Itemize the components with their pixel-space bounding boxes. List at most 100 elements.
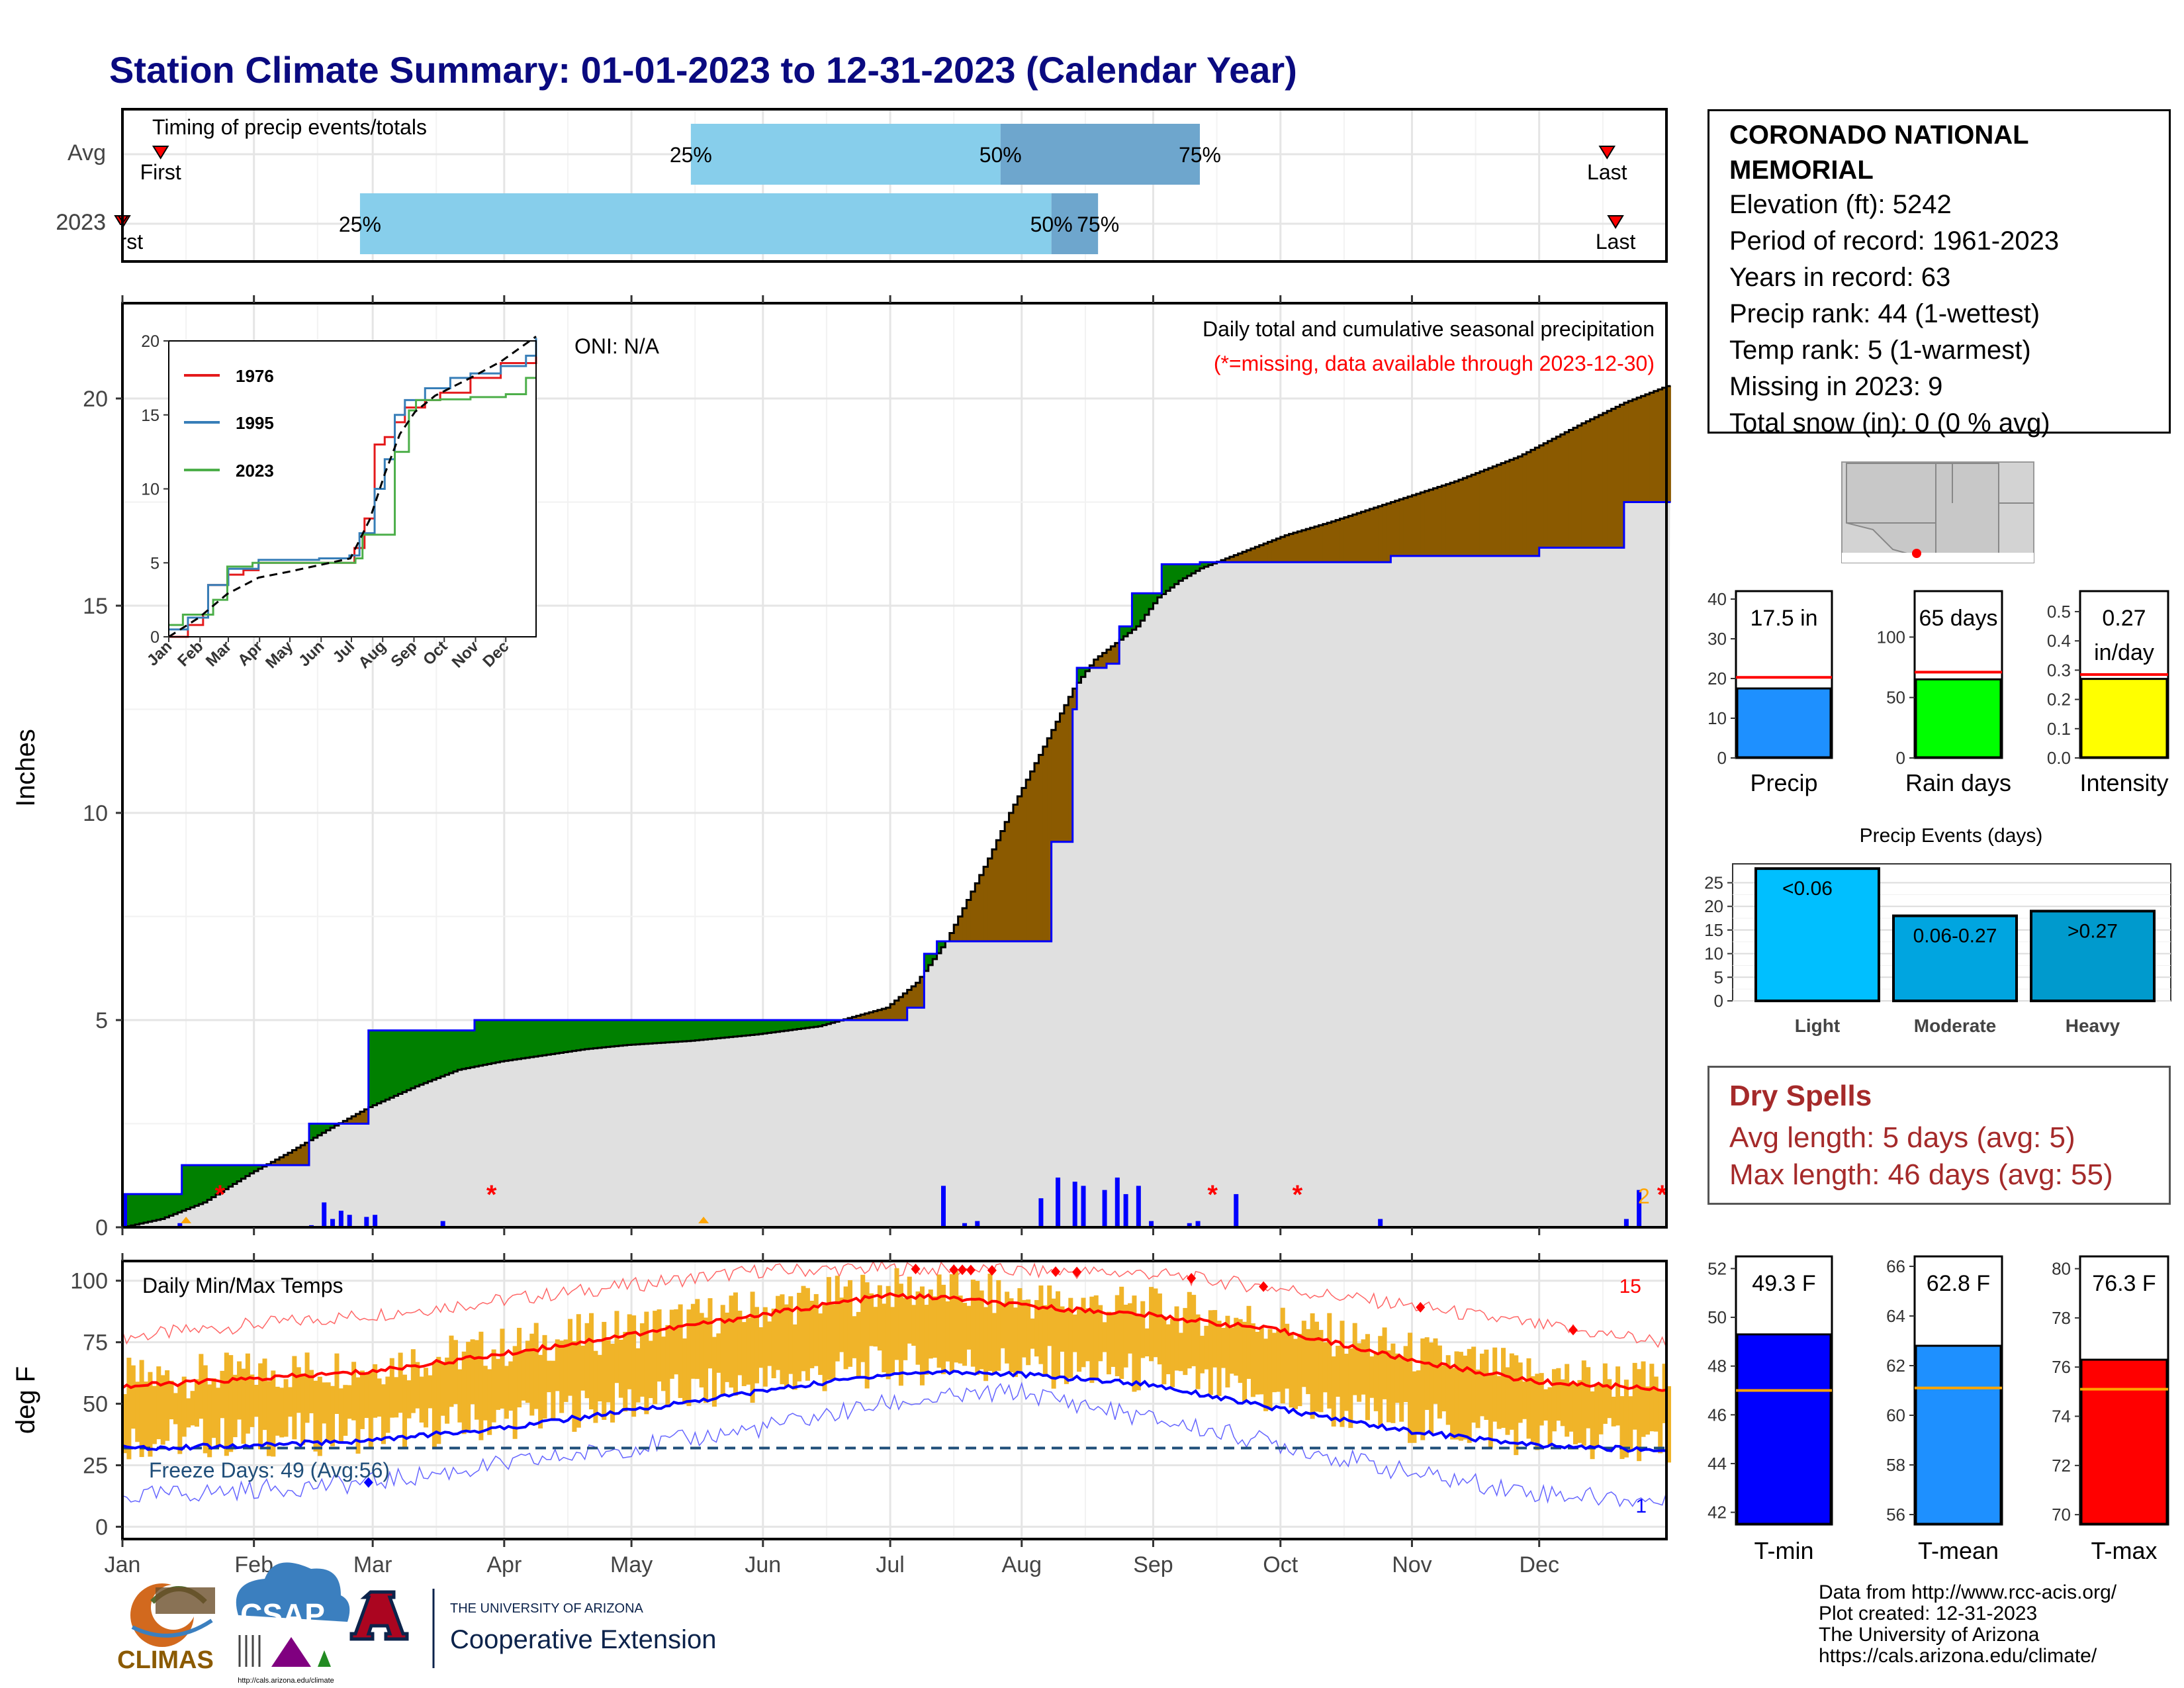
daily-temp-bar [1123, 1304, 1128, 1368]
summary-y-tick-label: 50 [1707, 1307, 1727, 1327]
daily-temp-bar [1293, 1338, 1298, 1409]
below-avg-fill [1038, 755, 1044, 942]
below-avg-fill [958, 916, 963, 942]
below-avg-fill [1615, 406, 1620, 548]
below-avg-fill [1403, 498, 1408, 556]
daily-temp-bar [1373, 1352, 1379, 1411]
daily-temp-bar [1361, 1339, 1366, 1395]
above-avg-fill [211, 1165, 216, 1197]
daily-temp-bar [1271, 1333, 1277, 1393]
above-avg-fill [1187, 564, 1192, 576]
above-avg-fill [1165, 564, 1171, 591]
month-label-oct: Oct [1263, 1552, 1298, 1577]
temp-y-tick-label: 0 [95, 1515, 108, 1540]
year-cumulative-line [122, 500, 1671, 1196]
below-avg-fill [1263, 543, 1269, 563]
daily-temp-bar [1259, 1327, 1264, 1395]
daily-temp-bar [457, 1369, 463, 1423]
daily-temp-bar [1322, 1342, 1328, 1393]
summary-y-tick-label: 48 [1707, 1356, 1727, 1376]
above-avg-fill [466, 1030, 471, 1068]
above-avg-fill [126, 1194, 132, 1227]
below-avg-fill [1454, 481, 1459, 556]
below-avg-fill [1250, 548, 1255, 563]
above-avg-fill [330, 1123, 335, 1128]
record-low-line [122, 1382, 1667, 1508]
daily-temp-bar [1174, 1306, 1179, 1371]
daily-temp-bar [351, 1362, 357, 1421]
daily-temp-bar [686, 1309, 692, 1407]
daily-temp-bar [144, 1382, 149, 1449]
daily-temp-bar [809, 1300, 815, 1368]
below-avg-fill [1522, 454, 1527, 556]
daily-temp-bar [1005, 1291, 1010, 1364]
above-avg-fill [936, 941, 942, 953]
below-avg-fill [1293, 532, 1298, 563]
above-avg-fill [758, 1019, 764, 1035]
above-avg-fill [487, 1019, 492, 1064]
above-avg-fill [373, 1030, 378, 1105]
below-avg-fill [1373, 507, 1379, 563]
below-avg-fill [1390, 502, 1396, 556]
daily-precip-bar [1102, 1190, 1107, 1227]
daily-temp-bar [707, 1298, 713, 1369]
above-avg-fill [1128, 626, 1132, 633]
above-avg-fill [555, 1019, 560, 1054]
below-avg-fill [1072, 688, 1077, 710]
daily-temp-bar [847, 1280, 853, 1367]
daily-temp-bar [1586, 1367, 1591, 1429]
above-avg-fill [449, 1030, 454, 1074]
below-avg-fill [987, 858, 993, 942]
daily-temp-bar [606, 1340, 611, 1403]
daily-temp-bar [228, 1355, 234, 1452]
above-avg-fill [771, 1019, 776, 1033]
above-avg-fill [1077, 667, 1082, 683]
below-avg-fill [1551, 438, 1557, 548]
daily-temp-bar [695, 1299, 700, 1380]
daily-temp-bar [1607, 1379, 1612, 1419]
daily-temp-bar [962, 1303, 968, 1366]
daily-temp-bar [1149, 1287, 1154, 1362]
below-avg-fill [882, 1008, 887, 1020]
daily-temp-bar [758, 1327, 764, 1368]
daily-temp-bar [1565, 1364, 1570, 1437]
record-high-marker [987, 1265, 997, 1276]
daily-temp-bar [355, 1377, 361, 1454]
daily-precip-bar [1637, 1190, 1642, 1227]
below-avg-fill [1514, 458, 1519, 556]
summary-y-tick-label: 46 [1707, 1405, 1727, 1425]
daily-temp-bar [453, 1340, 458, 1404]
above-avg-fill [792, 1019, 797, 1030]
temp-y-tick-label: 100 [70, 1269, 108, 1294]
daily-precip-bar [122, 1194, 127, 1227]
daily-temp-bar [945, 1301, 950, 1362]
below-avg-fill [1276, 538, 1281, 563]
below-avg-fill [1361, 512, 1366, 563]
above-avg-fill [767, 1019, 772, 1033]
below-avg-fill [1229, 557, 1234, 563]
above-avg-fill [716, 1019, 721, 1039]
below-avg-fill [1221, 560, 1226, 563]
precip-plot: * * * * * [122, 385, 1671, 1229]
daily-temp-bar [521, 1351, 526, 1401]
daily-temp-bar [623, 1331, 628, 1412]
daily-temp-bar [1602, 1363, 1608, 1424]
summary-y-tick-label: 10 [1707, 708, 1727, 728]
below-avg-fill [1649, 393, 1655, 502]
daily-temp-bar [1161, 1316, 1167, 1385]
daily-temp-bar [1505, 1367, 1510, 1435]
daily-temp-bar [1051, 1298, 1056, 1389]
summary-panel-label: Rain days [1905, 769, 2011, 796]
daily-temp-bar [915, 1291, 921, 1365]
inset-y-tick-label: 5 [150, 554, 159, 573]
daily-precip-bar [338, 1210, 343, 1227]
daily-temp-bar [126, 1358, 132, 1460]
above-avg-fill [653, 1019, 658, 1044]
daily-temp-bar [1653, 1376, 1659, 1432]
daily-temp-bar [330, 1385, 336, 1446]
above-avg-fill [232, 1165, 238, 1184]
above-avg-fill [1204, 562, 1209, 567]
daily-temp-bar [737, 1311, 743, 1376]
below-avg-fill [1009, 812, 1014, 942]
